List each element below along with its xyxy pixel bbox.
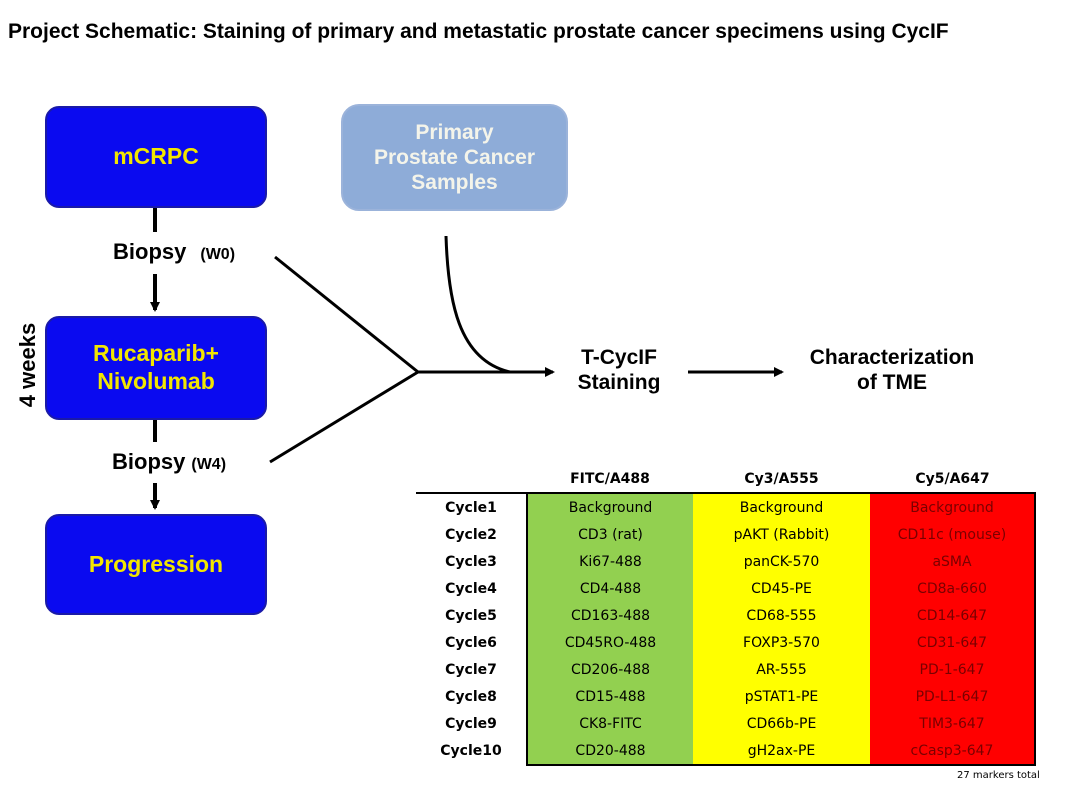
table-row: Cycle4 CD4-488 CD45-PE CD8a-660	[416, 575, 1036, 602]
cycle-label: Cycle1	[445, 499, 497, 516]
cy5-marker: TIM3-647	[870, 710, 1036, 737]
fitc-marker: CD20-488	[526, 737, 693, 766]
outcome-label: Characterization of TME	[792, 345, 992, 395]
table-header-cell	[416, 466, 527, 494]
treatment-label-line1: Rucaparib+	[93, 340, 219, 367]
table-row: Cycle10 CD20-488 gH2ax-PE cCasp3-647	[416, 737, 1036, 766]
cycle-label: Cycle5	[445, 607, 497, 624]
table-row: Cycle7 CD206-488 AR-555 PD-1-647	[416, 656, 1036, 683]
table-row: Cycle3 Ki67-488 panCK-570 aSMA	[416, 548, 1036, 575]
primary-label-line2: Prostate Cancer	[373, 145, 536, 169]
staining-line2: Staining	[577, 371, 661, 395]
staining-line1: T-CycIF	[581, 346, 657, 369]
biopsy-w0-text: Biopsy	[113, 239, 187, 264]
cycle-label: Cycle3	[445, 553, 497, 570]
cy5-marker: aSMA	[870, 548, 1036, 575]
primary-label-line3: Samples	[411, 171, 498, 195]
cycle-label: Cycle9	[445, 715, 497, 732]
cycle-label: Cycle2	[445, 526, 497, 543]
cycle-label: Cycle4	[445, 580, 497, 597]
cy3-marker: CD66b-PE	[693, 710, 870, 737]
cy5-marker: Background	[870, 493, 1036, 521]
fitc-marker: CD163-488	[526, 602, 693, 629]
mcrpc-box: mCRPC	[45, 106, 267, 208]
table-row: Cycle6 CD45RO-488 FOXP3-570 CD31-647	[416, 629, 1036, 656]
biopsy-w0-label: Biopsy (W0)	[113, 239, 235, 265]
marker-table: FITC/A488 Cy3/A555 Cy5/A647 Cycle1 Backg…	[416, 466, 1036, 766]
cy5-marker: CD31-647	[870, 629, 1036, 656]
cy3-marker: Background	[693, 493, 870, 521]
outcome-line2: of TME	[857, 371, 927, 395]
fitc-marker: Background	[526, 493, 693, 521]
table-header-cell: Cy5/A647	[870, 466, 1035, 494]
mcrpc-label: mCRPC	[113, 143, 199, 170]
biopsy-w4-label: Biopsy (W4)	[112, 449, 226, 475]
table-header-row: FITC/A488 Cy3/A555 Cy5/A647	[416, 466, 1035, 494]
primary-label-line1: Primary	[415, 120, 494, 144]
cy5-marker: CD8a-660	[870, 575, 1036, 602]
table-header-cell: Cy3/A555	[693, 466, 870, 494]
treatment-label-line2: Nivolumab	[97, 368, 215, 394]
connector-primary-merge	[444, 235, 511, 374]
cycle-label: Cycle8	[445, 688, 497, 705]
cy3-marker: AR-555	[693, 656, 870, 683]
cy5-marker: cCasp3-647	[870, 737, 1036, 766]
cy3-marker: pAKT (Rabbit)	[693, 521, 870, 548]
fitc-marker: Ki67-488	[526, 548, 693, 575]
cy3-marker: pSTAT1-PE	[693, 683, 870, 710]
fitc-marker: CD45RO-488	[526, 629, 693, 656]
cy3-marker: gH2ax-PE	[693, 737, 870, 766]
biopsy-w4-text: Biopsy	[112, 449, 186, 474]
outcome-line1: Characterization	[809, 346, 975, 369]
primary-samples-box: Primary Prostate Cancer Samples	[341, 104, 568, 211]
biopsy-w4-week: (W4)	[191, 456, 227, 473]
duration-label: 4 weeks	[15, 322, 40, 408]
fitc-marker: CD206-488	[526, 656, 693, 683]
page-title: Project Schematic: Staining of primary a…	[8, 20, 949, 43]
table-row: Cycle9 CK8-FITC CD66b-PE TIM3-647	[416, 710, 1036, 737]
cy5-marker: PD-1-647	[870, 656, 1036, 683]
progression-label: Progression	[88, 550, 224, 577]
cy3-marker: CD45-PE	[693, 575, 870, 602]
table-row: Cycle8 CD15-488 pSTAT1-PE PD-L1-647	[416, 683, 1036, 710]
cy5-marker: CD14-647	[870, 602, 1036, 629]
table-row: Cycle2 CD3 (rat) pAKT (Rabbit) CD11c (mo…	[416, 521, 1036, 548]
fitc-marker: CD15-488	[526, 683, 693, 710]
fitc-marker: CD3 (rat)	[526, 521, 693, 548]
biopsy-w0-week: (W0)	[200, 246, 236, 263]
connector-w4-merge	[269, 370, 419, 464]
progression-box: Progression	[45, 514, 267, 615]
table-header-cell: FITC/A488	[527, 466, 693, 494]
cy3-marker: FOXP3-570	[693, 629, 870, 656]
connector-w0-merge	[274, 255, 419, 374]
cy5-marker: PD-L1-647	[870, 683, 1036, 710]
treatment-box: Rucaparib+ Nivolumab	[45, 316, 267, 420]
cy3-marker: CD68-555	[693, 602, 870, 629]
fitc-marker: CD4-488	[526, 575, 693, 602]
cy5-marker: CD11c (mouse)	[870, 521, 1036, 548]
cycle-label: Cycle6	[445, 634, 497, 651]
fitc-marker: CK8-FITC	[526, 710, 693, 737]
cycle-label: Cycle7	[445, 661, 497, 678]
table-row: Cycle1 Background Background Background	[416, 493, 1036, 521]
footnote: 27 markers total	[957, 770, 1040, 781]
staining-label: T-CycIF Staining	[560, 345, 678, 395]
cycle-label: Cycle10	[440, 743, 502, 759]
cy3-marker: panCK-570	[693, 548, 870, 575]
table-row: Cycle5 CD163-488 CD68-555 CD14-647	[416, 602, 1036, 629]
